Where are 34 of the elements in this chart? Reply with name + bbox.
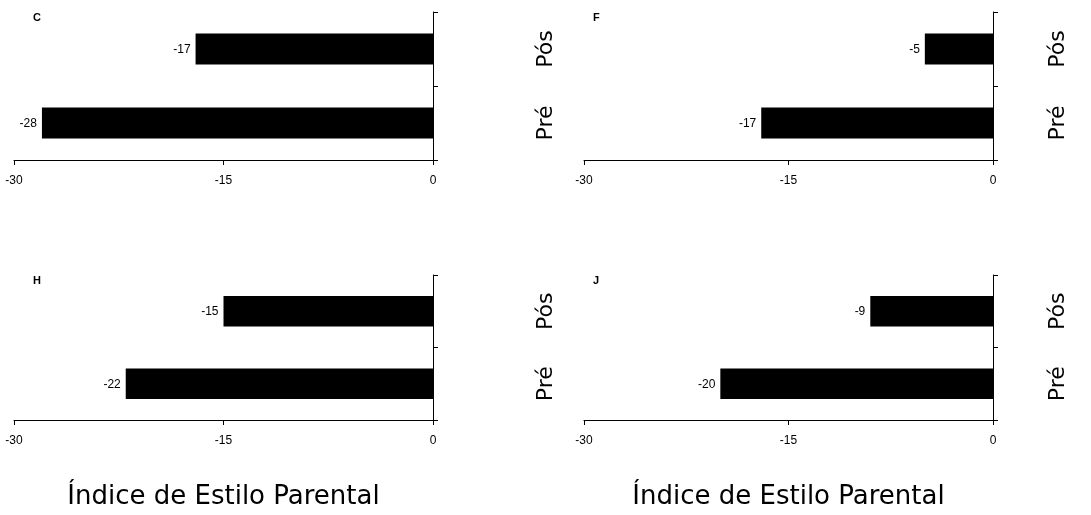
data-label: -15 — [201, 304, 219, 319]
y-tick-label: Pré — [531, 366, 557, 402]
chart-title: H — [33, 273, 41, 286]
x-tick-label: 0 — [429, 433, 437, 447]
x-tick-label: -30 — [575, 433, 593, 447]
x-axis-title: Índice de Estilo Parental — [67, 479, 380, 510]
chart-title: J — [593, 273, 600, 286]
data-label: -22 — [103, 376, 122, 391]
data-label: -17 — [738, 116, 757, 130]
data-label: -17 — [173, 42, 191, 56]
data-label: -28 — [19, 116, 38, 130]
y-tick-label: Pré — [531, 105, 557, 141]
x-tick-label: -15 — [779, 433, 798, 447]
data-label: -9 — [854, 304, 866, 319]
x-tick-label: -30 — [5, 433, 23, 447]
x-tick-label: 0 — [989, 433, 997, 447]
x-tick-label: 0 — [989, 173, 997, 187]
data-label: -20 — [697, 376, 716, 391]
y-tick-label: Pré — [1043, 105, 1069, 141]
x-tick-label: -15 — [214, 433, 233, 447]
x-tick-label: -15 — [214, 173, 233, 187]
x-tick-label: -30 — [575, 173, 593, 187]
data-label: -5 — [909, 42, 921, 56]
y-tick-label: Pré — [1043, 366, 1069, 402]
y-tick-label: Pós — [531, 292, 557, 330]
x-axis-title: Índice de Estilo Parental — [632, 479, 945, 510]
y-tick-label: Pós — [531, 30, 557, 68]
x-tick-label: -15 — [779, 173, 798, 187]
x-tick-label: 0 — [429, 173, 437, 187]
y-tick-label: Pós — [1043, 292, 1069, 330]
x-tick-label: -30 — [5, 173, 23, 187]
chart-title: C — [33, 10, 41, 23]
chart-title: F — [593, 10, 600, 23]
y-tick-label: Pós — [1043, 30, 1069, 68]
